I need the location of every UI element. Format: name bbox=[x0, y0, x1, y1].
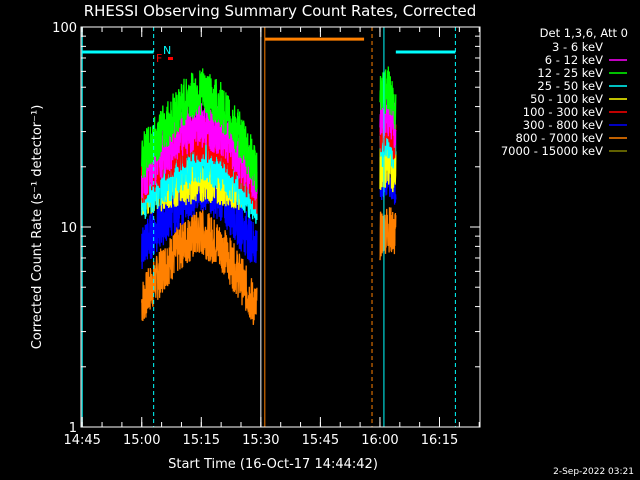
plot-timestamp: 2-Sep-2022 03:21 bbox=[553, 467, 634, 477]
legend-label: 6 - 12 keV bbox=[545, 53, 603, 67]
chart-title: RHESSI Observing Summary Count Rates, Co… bbox=[84, 2, 477, 20]
series-3-6-kev-line-0 bbox=[137, 30, 258, 42]
x-tick-label: 15:45 bbox=[302, 433, 339, 448]
legend-label: 300 - 800 keV bbox=[523, 118, 603, 132]
y-tick-label: 1 bbox=[69, 421, 77, 436]
series-12-25-kev-line-0 bbox=[141, 68, 258, 193]
legend-label: 12 - 25 keV bbox=[537, 66, 603, 80]
y-axis-label: Corrected Count Rate (s⁻¹ detector⁻¹) bbox=[30, 105, 45, 350]
legend-label: 100 - 300 keV bbox=[523, 105, 603, 119]
x-axis-label: Start Time (16-Oct-17 14:44:42) bbox=[168, 457, 378, 472]
legend-title: Det 1,3,6, Att 0 bbox=[540, 26, 628, 40]
x-tick-label: 15:30 bbox=[242, 433, 279, 448]
vline-layer bbox=[81, 27, 456, 427]
series-12-25-kev-line-1 bbox=[379, 66, 397, 130]
legend-label: 800 - 7000 keV bbox=[515, 131, 603, 145]
series-3-6-kev-line-1 bbox=[379, 31, 397, 42]
flag-f-marker bbox=[168, 57, 173, 60]
flag-f-label: F bbox=[156, 52, 162, 65]
x-tick-label: 15:00 bbox=[123, 433, 160, 448]
x-tick-label: 16:15 bbox=[421, 433, 458, 448]
legend-label: 50 - 100 keV bbox=[530, 92, 603, 106]
marker-layer bbox=[82, 37, 456, 54]
flag-n-label: N bbox=[163, 44, 171, 57]
data-layer bbox=[137, 30, 397, 325]
series-25-50-kev-line-1 bbox=[379, 118, 397, 169]
axis-ticks: 14:45 15:00 15:15 15:30 15:45 16:00 16:15 1 10 10… bbox=[52, 21, 480, 448]
y-tick-label: 100 bbox=[52, 21, 77, 36]
series-800-7000-kev-line-1 bbox=[379, 207, 397, 261]
legend-label: 25 - 50 keV bbox=[537, 79, 603, 93]
series-6-12-kev-line-1 bbox=[379, 93, 397, 148]
series-300-800-kev-line-0 bbox=[141, 164, 258, 270]
x-tick-label: 15:15 bbox=[183, 433, 220, 448]
legend-label: 7000 - 15000 keV bbox=[501, 144, 603, 158]
x-tick-label: 14:45 bbox=[63, 433, 100, 448]
legend-label: 3 - 6 keV bbox=[552, 40, 603, 54]
y-tick-label: 10 bbox=[60, 221, 77, 236]
series-800-7000-kev-line-0 bbox=[141, 209, 258, 325]
x-tick-label: 16:00 bbox=[361, 433, 398, 448]
